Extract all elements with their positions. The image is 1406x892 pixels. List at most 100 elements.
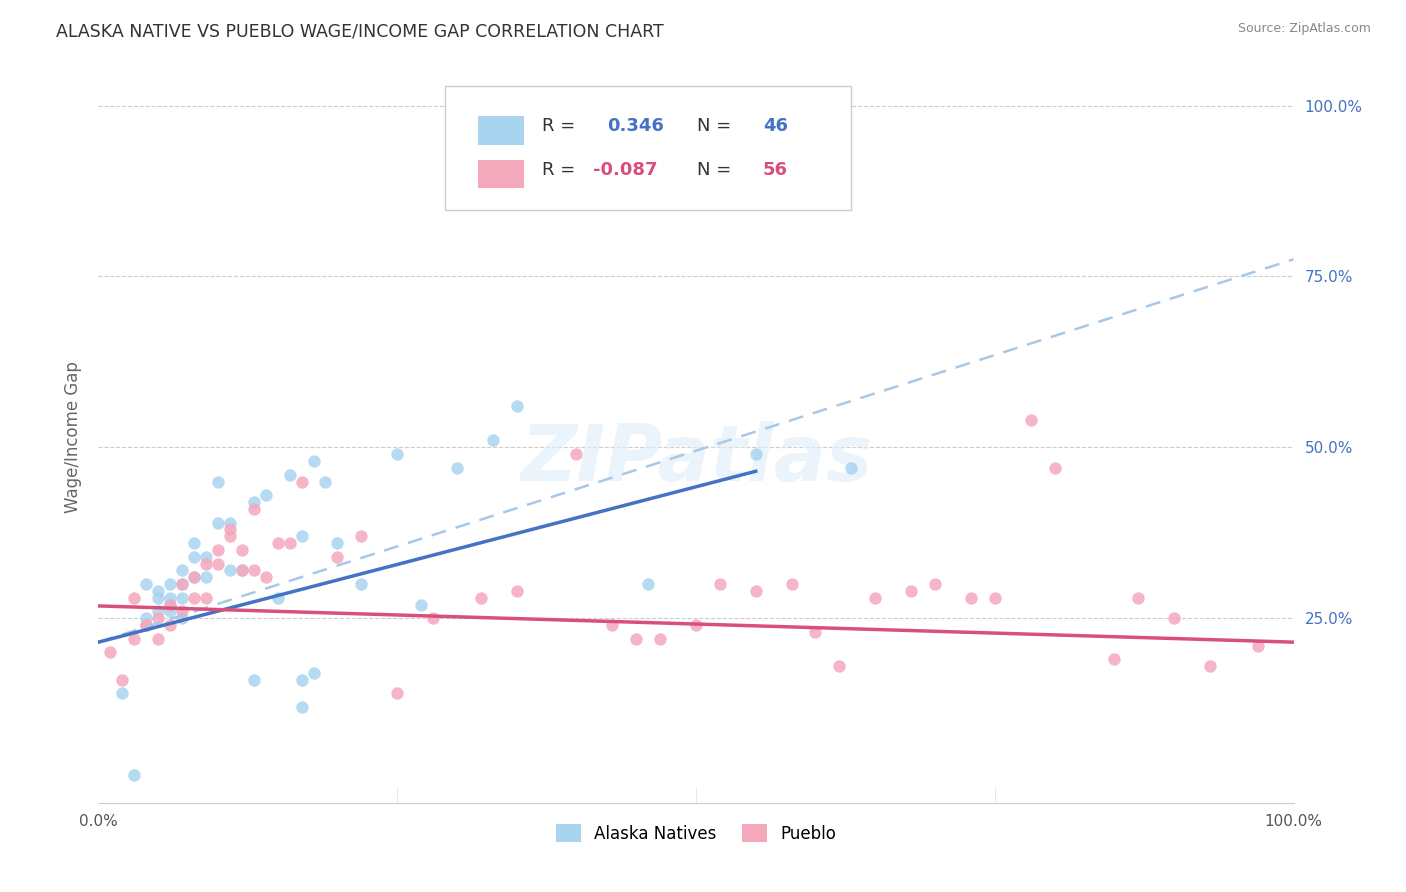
Legend: Alaska Natives, Pueblo: Alaska Natives, Pueblo: [550, 818, 842, 849]
Point: [195, 549, 218, 564]
Point: [291, 673, 314, 687]
Y-axis label: Wage/Income Gap: Wage/Income Gap: [63, 361, 82, 513]
Point: [148, 591, 170, 605]
Text: -0.087: -0.087: [593, 161, 658, 179]
Point: [124, 591, 146, 605]
Point: [780, 577, 803, 591]
Text: N =: N =: [697, 161, 731, 179]
Point: [1199, 659, 1222, 673]
Point: [159, 604, 181, 618]
Point: [470, 591, 492, 605]
Point: [254, 488, 277, 502]
Point: [804, 624, 827, 639]
Point: [159, 598, 181, 612]
Point: [506, 400, 529, 414]
Point: [291, 529, 314, 543]
Point: [637, 577, 659, 591]
Point: [111, 686, 134, 700]
Point: [172, 577, 194, 591]
Point: [602, 618, 624, 632]
Point: [207, 557, 229, 571]
Point: [172, 591, 194, 605]
Point: [1104, 652, 1126, 666]
Point: [183, 591, 205, 605]
Point: [231, 563, 253, 577]
Point: [219, 516, 242, 530]
Point: [267, 591, 290, 605]
Point: [124, 768, 146, 782]
Point: [195, 557, 218, 571]
Text: ZIPatlas: ZIPatlas: [520, 421, 872, 497]
Point: [243, 673, 266, 687]
Point: [960, 591, 983, 605]
Point: [1247, 639, 1270, 653]
Point: [183, 536, 205, 550]
Point: [302, 665, 325, 680]
Point: [446, 460, 468, 475]
Point: [278, 467, 301, 482]
Point: [148, 611, 170, 625]
Point: [183, 549, 205, 564]
Point: [231, 563, 253, 577]
Point: [865, 591, 887, 605]
Text: N =: N =: [697, 117, 731, 136]
Point: [350, 529, 373, 543]
Point: [254, 570, 277, 584]
Point: [135, 618, 157, 632]
Point: [685, 618, 707, 632]
Point: [219, 522, 242, 536]
Point: [207, 475, 229, 489]
Point: [135, 611, 157, 625]
Point: [219, 563, 242, 577]
FancyBboxPatch shape: [446, 86, 852, 211]
Point: [1019, 413, 1042, 427]
Point: [172, 611, 194, 625]
Point: [900, 583, 922, 598]
Point: [506, 583, 529, 598]
Point: [243, 563, 266, 577]
Point: [243, 501, 266, 516]
Point: [183, 570, 205, 584]
Point: [148, 583, 170, 598]
Point: [172, 604, 194, 618]
Point: [326, 549, 349, 564]
Point: [148, 604, 170, 618]
Text: R =: R =: [541, 161, 575, 179]
Point: [924, 577, 946, 591]
Point: [183, 570, 205, 584]
Point: [124, 632, 146, 646]
Point: [828, 659, 851, 673]
Point: [243, 495, 266, 509]
Point: [315, 475, 337, 489]
Text: 56: 56: [763, 161, 787, 179]
Point: [195, 591, 218, 605]
Point: [422, 611, 444, 625]
Point: [135, 618, 157, 632]
Point: [207, 542, 229, 557]
Point: [231, 542, 253, 557]
FancyBboxPatch shape: [478, 161, 524, 188]
Text: R =: R =: [541, 117, 575, 136]
Point: [1128, 591, 1150, 605]
Point: [111, 673, 134, 687]
Point: [302, 454, 325, 468]
Point: [172, 577, 194, 591]
Point: [159, 598, 181, 612]
Point: [148, 632, 170, 646]
Point: [291, 700, 314, 714]
Point: [709, 577, 731, 591]
Point: [350, 577, 373, 591]
Point: [745, 447, 768, 461]
Point: [159, 618, 181, 632]
Point: [291, 475, 314, 489]
Point: [207, 516, 229, 530]
Point: [172, 563, 194, 577]
Point: [648, 632, 672, 646]
Point: [841, 460, 863, 475]
Point: [411, 598, 433, 612]
Point: [1163, 611, 1185, 625]
Point: [984, 591, 1007, 605]
Text: 46: 46: [763, 117, 787, 136]
Point: [385, 686, 409, 700]
Point: [195, 570, 218, 584]
